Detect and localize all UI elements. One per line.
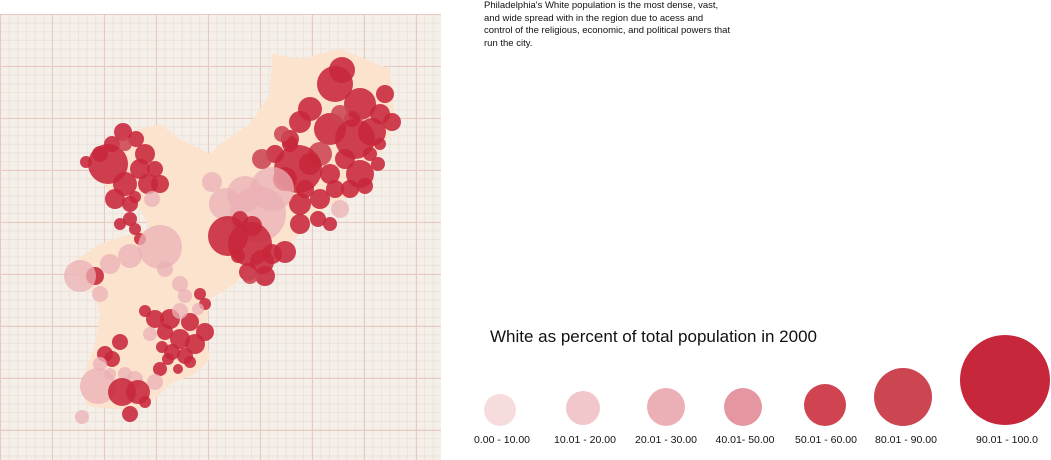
population-bubble	[129, 191, 141, 203]
population-bubble	[331, 105, 349, 123]
legend-label-7: 90.01 - 100.0	[976, 434, 1038, 446]
population-bubble	[252, 149, 272, 169]
legend-label-6: 80.01 - 90.00	[875, 434, 937, 446]
population-bubble	[310, 211, 326, 227]
population-bubble	[172, 276, 188, 292]
population-bubble	[374, 138, 386, 150]
population-bubble	[112, 334, 128, 350]
population-bubble	[363, 147, 377, 161]
population-bubble	[255, 266, 275, 286]
population-bubble	[104, 351, 120, 367]
population-bubble	[147, 374, 163, 390]
population-bubble	[232, 211, 248, 227]
population-bubble	[138, 225, 182, 269]
population-bubble	[274, 126, 290, 142]
population-bubble	[100, 254, 120, 274]
population-bubble	[181, 313, 199, 331]
population-bubble	[320, 164, 340, 184]
population-bubble	[156, 341, 168, 353]
population-bubble	[157, 261, 173, 277]
population-bubble	[80, 156, 92, 168]
legend-swatch-5	[804, 384, 846, 426]
population-bubble	[92, 286, 108, 302]
population-bubble	[130, 159, 150, 179]
population-bubble	[139, 396, 151, 408]
legend-swatch-6	[874, 368, 932, 426]
population-bubble	[341, 180, 359, 198]
legend-swatch-7	[960, 335, 1050, 425]
population-bubble	[92, 146, 108, 162]
legend-swatch-1	[484, 394, 516, 426]
population-bubble	[242, 268, 258, 284]
population-bubble	[178, 289, 192, 303]
population-bubble	[262, 244, 282, 264]
population-bubble	[185, 334, 205, 354]
population-bubble	[371, 157, 385, 171]
population-bubble	[172, 303, 188, 319]
population-bubble	[122, 406, 138, 422]
population-bubble	[146, 310, 164, 328]
population-bubble	[289, 111, 311, 133]
legend: 0.00 - 10.00 10.01 - 20.00 20.01 - 30.00 40…	[474, 335, 1050, 446]
population-bubbles	[64, 57, 401, 424]
population-bubble	[105, 189, 125, 209]
population-bubble	[310, 189, 330, 209]
population-bubble	[192, 303, 204, 315]
population-bubble	[138, 174, 158, 194]
philadelphia-map	[64, 49, 401, 424]
legend-swatch-3	[647, 388, 685, 426]
population-bubble	[162, 353, 174, 365]
map-panel	[0, 14, 441, 460]
population-bubble	[357, 178, 373, 194]
population-bubble	[184, 356, 196, 368]
population-bubble	[376, 85, 394, 103]
population-bubble	[80, 368, 116, 404]
population-bubble	[157, 324, 173, 340]
population-bubble	[147, 161, 163, 177]
population-bubble	[289, 193, 311, 215]
population-bubble	[104, 136, 120, 152]
map-description: Philadelphia's White population is the m…	[484, 0, 731, 49]
population-bubble	[331, 200, 349, 218]
population-bubble	[194, 288, 206, 300]
legend-swatch-4	[724, 388, 762, 426]
legend-label-2: 10.01 - 20.00	[554, 434, 616, 446]
population-bubble	[209, 188, 241, 220]
population-bubble	[123, 212, 137, 226]
population-bubble	[202, 172, 222, 192]
population-bubble	[153, 362, 167, 376]
population-bubble	[290, 214, 310, 234]
legend-label-1: 0.00 - 10.00	[474, 434, 530, 446]
population-bubble	[143, 327, 157, 341]
population-bubble	[64, 260, 96, 292]
population-bubble	[118, 137, 132, 151]
population-bubble	[114, 123, 132, 141]
population-bubble	[144, 191, 160, 207]
population-bubble	[75, 410, 89, 424]
population-bubble	[323, 217, 337, 231]
population-bubble	[128, 131, 144, 147]
population-bubble	[93, 357, 107, 371]
population-bubble	[335, 149, 355, 169]
population-bubble	[114, 218, 126, 230]
population-bubble	[139, 305, 151, 317]
population-bubble	[329, 57, 355, 83]
legend-label-4: 40.01- 50.00	[716, 434, 775, 446]
legend-label-5: 50.01 - 60.00	[795, 434, 857, 446]
population-bubble	[231, 249, 245, 263]
population-bubble	[173, 364, 183, 374]
population-bubble	[383, 113, 401, 131]
legend-title: White as percent of total population in …	[490, 327, 817, 346]
legend-label-3: 20.01 - 30.00	[635, 434, 697, 446]
legend-swatch-2	[566, 391, 600, 425]
population-bubble	[118, 244, 142, 268]
population-bubble	[326, 180, 344, 198]
population-bubble	[129, 223, 141, 235]
